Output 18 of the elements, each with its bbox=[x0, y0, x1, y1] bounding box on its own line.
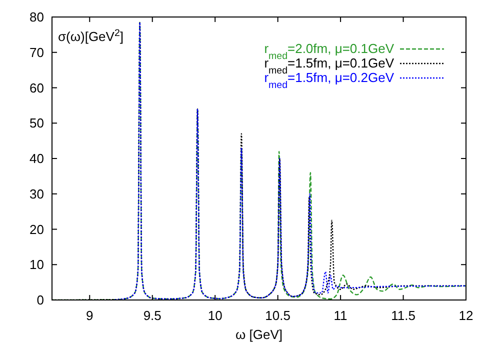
y-tick-label: 30 bbox=[30, 186, 44, 202]
y-tick-label: 20 bbox=[30, 222, 44, 237]
x-tick-label: 11 bbox=[334, 308, 348, 323]
y-tick-label: 10 bbox=[30, 257, 44, 272]
y-tick-label: 60 bbox=[30, 80, 44, 96]
y-tick-label: 50 bbox=[30, 116, 44, 131]
y-tick-label: 70 bbox=[30, 44, 44, 60]
y-tick-label: 40 bbox=[30, 151, 44, 166]
x-tick-label: 9 bbox=[86, 308, 94, 323]
x-tick-label: 9.5 bbox=[143, 308, 162, 323]
x-tick-label: 10.5 bbox=[265, 308, 290, 323]
x-tick-label: 12 bbox=[458, 308, 474, 323]
y-axis-title: σ(ω)[GeV$^{2}$] bbox=[58, 28, 124, 44]
x-axis-title: ω [GeV] bbox=[236, 327, 282, 342]
y-tick-label: 80 bbox=[30, 10, 44, 24]
x-tick-label: 10 bbox=[208, 308, 222, 323]
x-tick-label: 11.5 bbox=[391, 308, 416, 323]
y-tick-label: 0 bbox=[36, 292, 44, 308]
